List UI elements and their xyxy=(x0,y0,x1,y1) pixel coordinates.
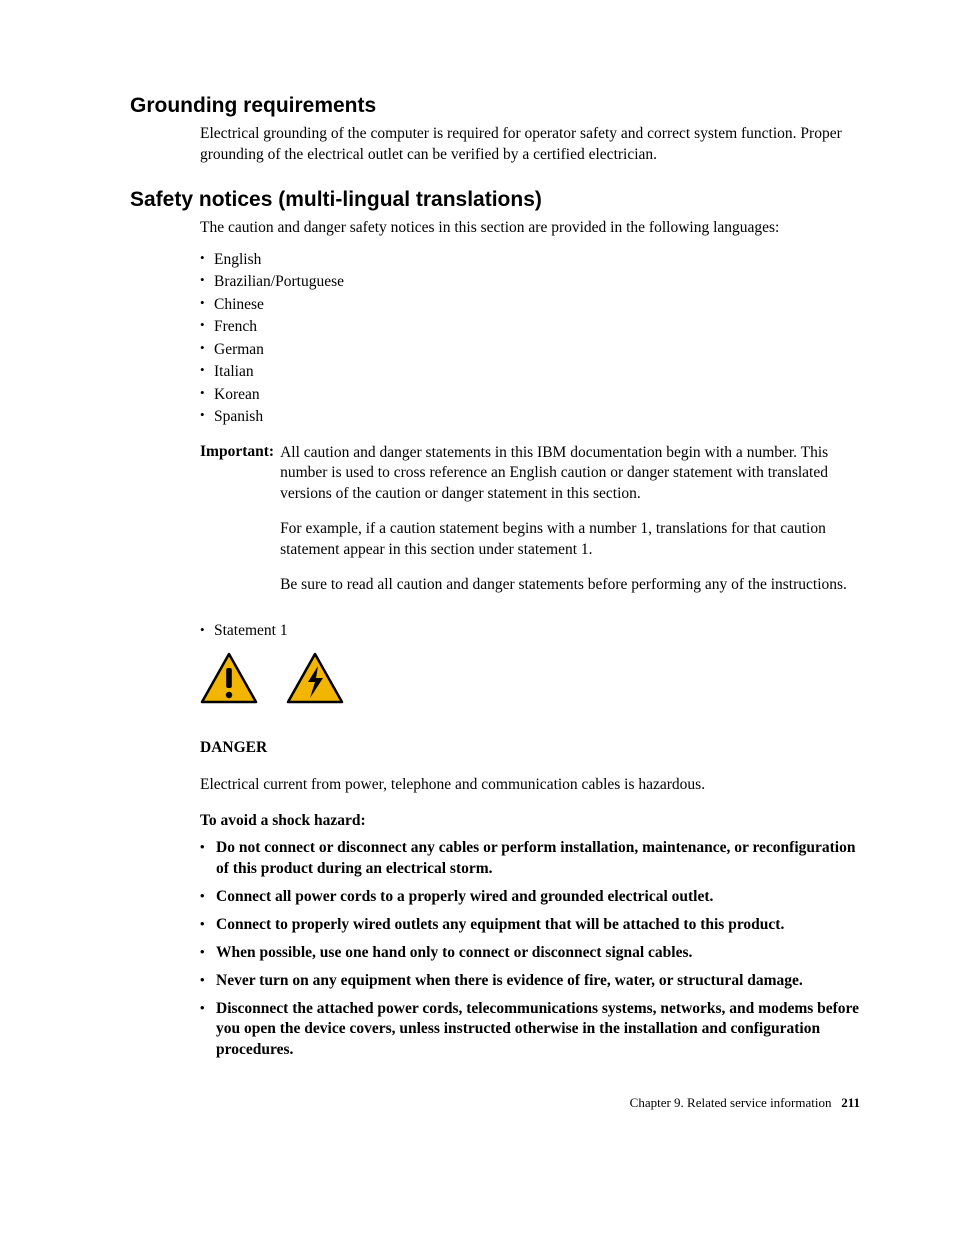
danger-heading: DANGER xyxy=(200,739,860,757)
important-p3: Be sure to read all caution and danger s… xyxy=(280,575,860,596)
heading-grounding: Grounding requirements xyxy=(130,94,860,118)
hazard-item: Connect all power cords to a properly wi… xyxy=(200,887,860,908)
important-p2: For example, if a caution statement begi… xyxy=(280,519,860,561)
important-block: Important: All caution and danger statem… xyxy=(200,443,860,611)
important-p1: All caution and danger statements in thi… xyxy=(280,443,860,506)
safety-intro: The caution and danger safety notices in… xyxy=(200,218,860,239)
statement-list: Statement 1 xyxy=(200,622,860,640)
important-body: All caution and danger statements in thi… xyxy=(280,443,860,611)
list-item: Spanish xyxy=(200,406,860,428)
hazard-list: Do not connect or disconnect any cables … xyxy=(200,838,860,1061)
warning-icons xyxy=(200,652,860,709)
important-label: Important: xyxy=(200,443,274,611)
language-list: English Brazilian/Portuguese Chinese Fre… xyxy=(200,249,860,429)
danger-paragraph: Electrical current from power, telephone… xyxy=(200,775,860,796)
hazard-item: Disconnect the attached power cords, tel… xyxy=(200,999,860,1062)
list-item: German xyxy=(200,339,860,361)
list-item: Italian xyxy=(200,361,860,383)
hazard-item: Connect to properly wired outlets any eq… xyxy=(200,915,860,936)
list-item: English xyxy=(200,249,860,271)
statement-1: Statement 1 xyxy=(200,622,860,640)
caution-exclamation-icon xyxy=(200,652,258,709)
hazard-item: Do not connect or disconnect any cables … xyxy=(200,838,860,880)
heading-safety: Safety notices (multi-lingual translatio… xyxy=(130,188,860,212)
list-item: French xyxy=(200,316,860,338)
list-item: Brazilian/Portuguese xyxy=(200,271,860,293)
document-page: Grounding requirements Electrical ground… xyxy=(0,0,954,1171)
footer-chapter: Chapter 9. Related service information xyxy=(630,1095,832,1110)
hazard-item: When possible, use one hand only to conn… xyxy=(200,943,860,964)
list-item: Chinese xyxy=(200,294,860,316)
list-item: Korean xyxy=(200,384,860,406)
grounding-paragraph: Electrical grounding of the computer is … xyxy=(200,124,860,166)
footer-page-number: 211 xyxy=(841,1095,860,1110)
electric-shock-icon xyxy=(286,652,344,709)
hazard-item: Never turn on any equipment when there i… xyxy=(200,971,860,992)
page-footer: Chapter 9. Related service information 2… xyxy=(200,1095,860,1111)
avoid-shock-heading: To avoid a shock hazard: xyxy=(200,812,860,830)
